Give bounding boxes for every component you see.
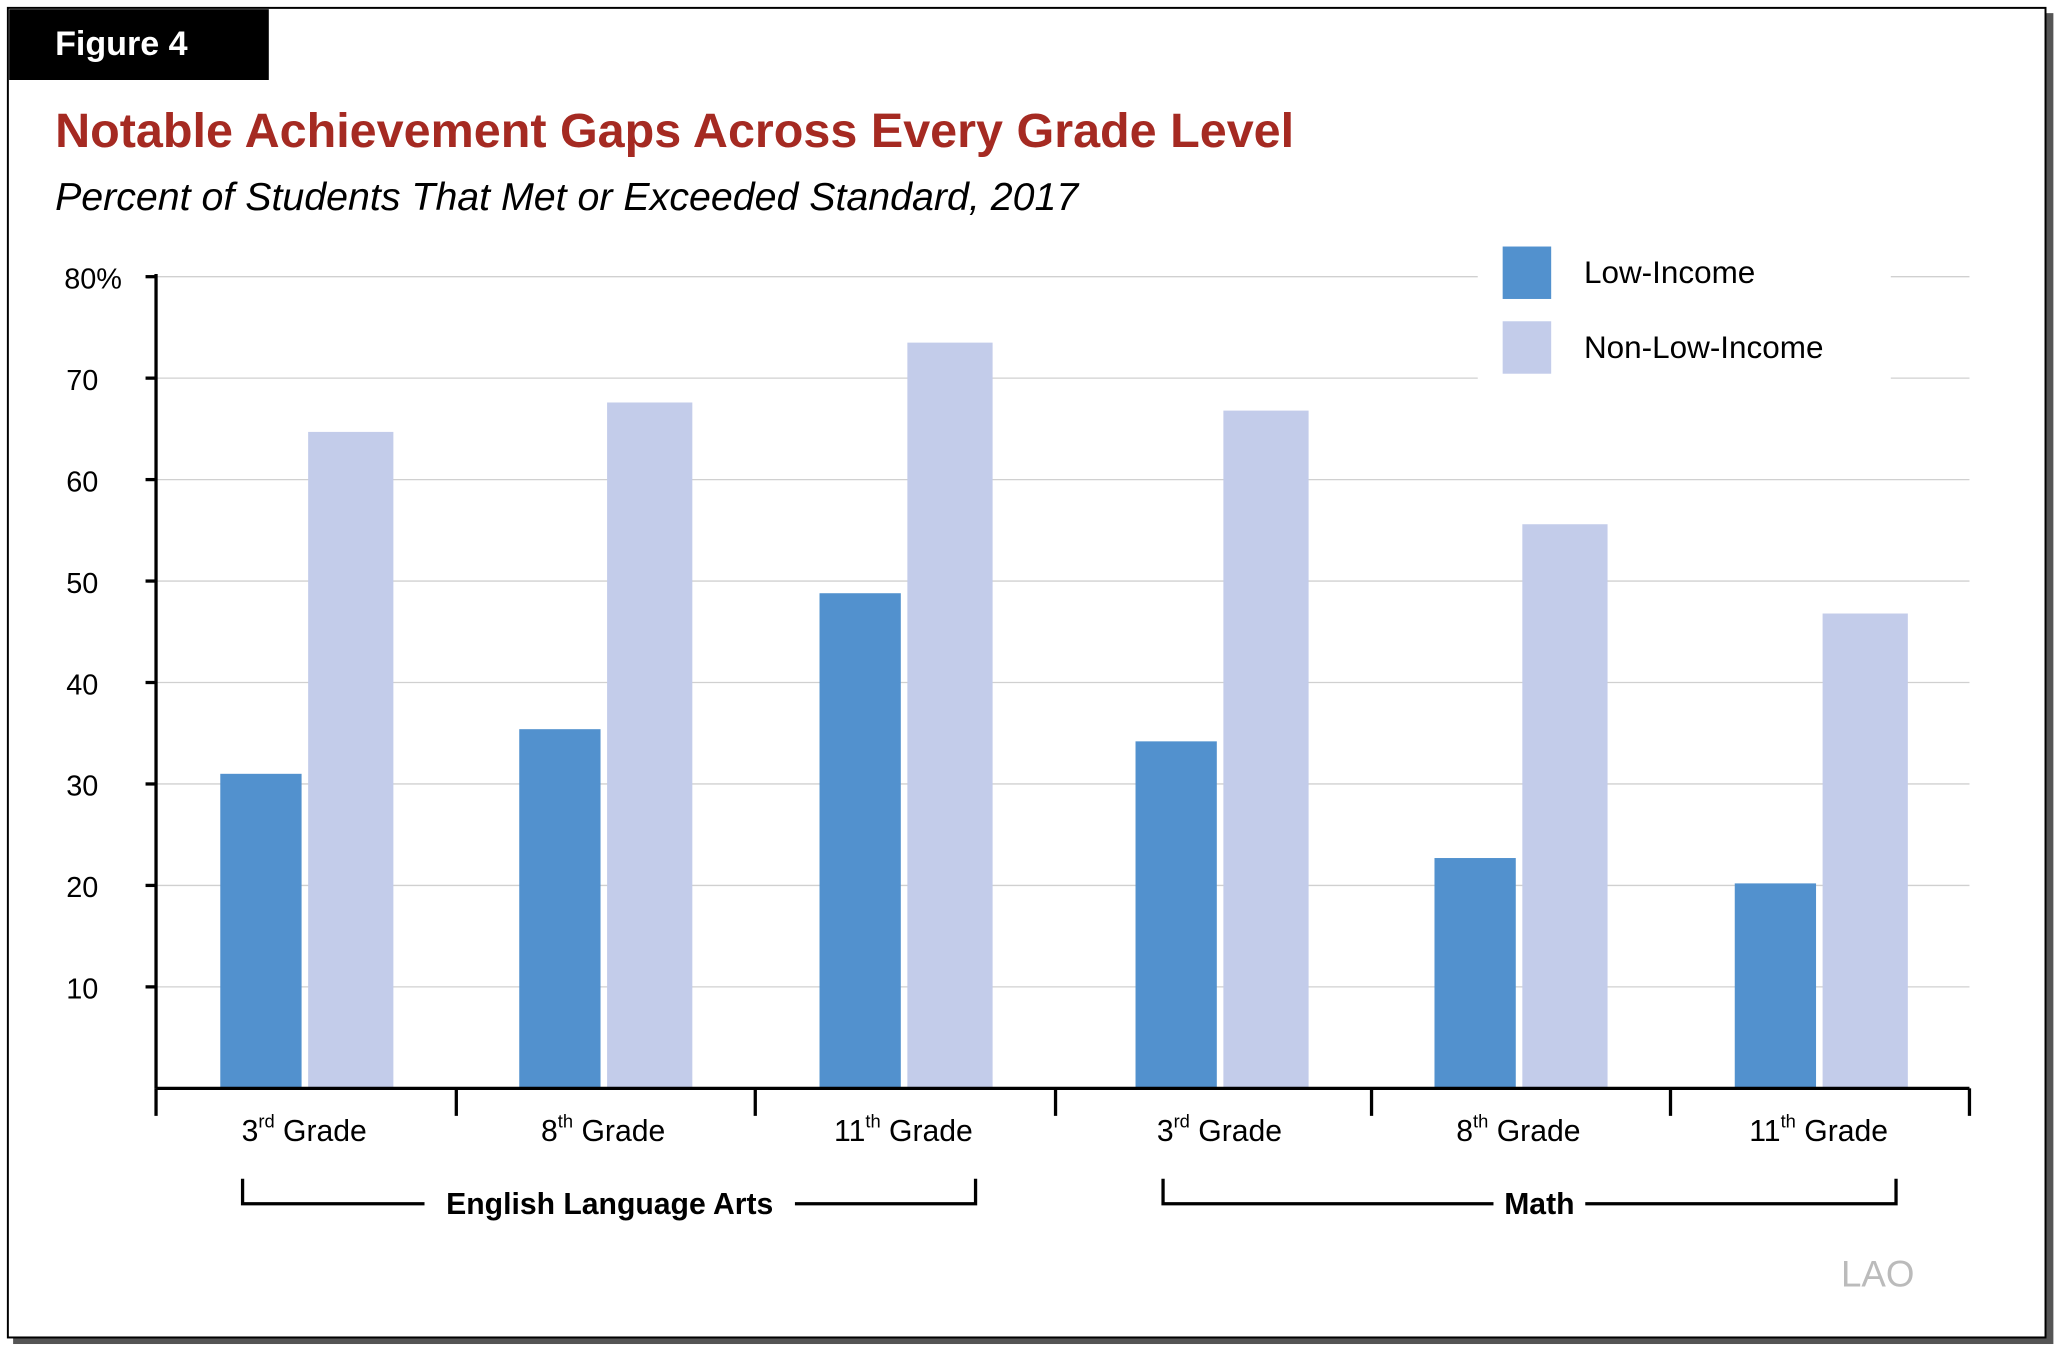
legend-label: Non-Low-Income bbox=[1584, 330, 1824, 365]
bar-low-income bbox=[1734, 883, 1817, 1089]
bars bbox=[220, 342, 1908, 1089]
group-label: English Language Arts bbox=[446, 1188, 773, 1221]
x-tick-label: 3rd Grade bbox=[242, 1111, 367, 1148]
bar-non-low-income bbox=[1822, 613, 1908, 1089]
legend-label: Low-Income bbox=[1584, 255, 1755, 290]
y-tick-label: 30 bbox=[66, 771, 98, 803]
bar-non-low-income bbox=[907, 342, 993, 1089]
bar-low-income bbox=[819, 593, 901, 1089]
bar-low-income bbox=[1135, 741, 1217, 1089]
bar-low-income bbox=[519, 729, 601, 1089]
x-tick-label: 11th Grade bbox=[834, 1111, 973, 1148]
legend-swatch bbox=[1502, 321, 1552, 374]
bar-low-income bbox=[220, 773, 302, 1089]
y-tick-label: 70 bbox=[66, 365, 98, 397]
x-tick-label: 8th Grade bbox=[1456, 1111, 1580, 1148]
group-label-background bbox=[424, 1184, 795, 1224]
y-tick-label: 40 bbox=[66, 669, 98, 701]
group-label-background bbox=[1493, 1184, 1586, 1224]
legend-swatch bbox=[1502, 246, 1552, 299]
lao-watermark: LAO bbox=[1841, 1253, 1914, 1294]
group-label: Math bbox=[1504, 1188, 1574, 1221]
bar-low-income bbox=[1434, 858, 1516, 1089]
legend: Low-Income Non-Low-Income bbox=[1477, 236, 1891, 383]
x-tick-label: 8th Grade bbox=[541, 1111, 665, 1148]
figure-label: Figure 4 bbox=[55, 25, 188, 63]
x-tick-label: 3rd Grade bbox=[1157, 1111, 1282, 1148]
y-tick-label: 60 bbox=[66, 466, 98, 498]
y-tick-label: 50 bbox=[66, 568, 98, 600]
bar-non-low-income bbox=[607, 402, 693, 1089]
y-tick-label: 10 bbox=[66, 974, 98, 1006]
chart-title: Notable Achievement Gaps Across Every Gr… bbox=[55, 104, 1294, 158]
bar-non-low-income bbox=[1223, 410, 1309, 1089]
y-tick-label: 80% bbox=[64, 263, 122, 295]
axes: 10 20 30 40 50 60 70 80% 3rd Grade 8th Grade 11th … bbox=[64, 263, 1972, 1224]
y-tick-label: 20 bbox=[66, 872, 98, 904]
bar-non-low-income bbox=[308, 431, 394, 1089]
chart-subtitle: Percent of Students That Met or Exceeded… bbox=[55, 175, 1080, 219]
figure-tab bbox=[9, 9, 269, 80]
bar-non-low-income bbox=[1522, 524, 1608, 1089]
x-tick-label: 11th Grade bbox=[1749, 1111, 1888, 1148]
